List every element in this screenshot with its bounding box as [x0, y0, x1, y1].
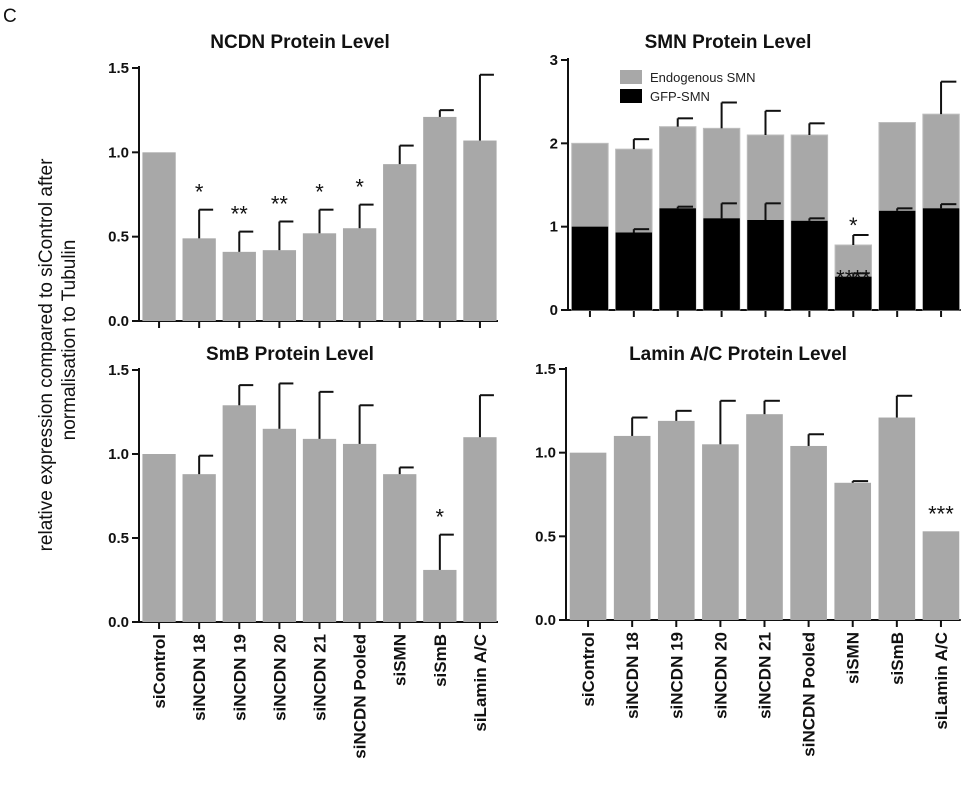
x-tick-label: siNCDN 19: [667, 632, 686, 719]
bar: [182, 474, 216, 622]
x-tick-label: siSMN: [391, 634, 410, 686]
significance-marker: *: [315, 180, 324, 205]
legend-label-gfp: GFP-SMN: [650, 89, 710, 104]
bar: [423, 569, 457, 622]
y-tick-label: 1.5: [108, 60, 129, 77]
y-tick-label: 1.0: [108, 446, 129, 463]
significance-marker: *: [195, 180, 204, 205]
significance-marker: ****: [836, 265, 871, 290]
significance-marker: **: [271, 191, 289, 216]
y-tick-label: 0.0: [108, 614, 129, 631]
y-tick-label: 0.0: [108, 313, 129, 330]
bar: [383, 164, 417, 321]
y-tick-label: 1.0: [108, 144, 129, 161]
y-tick-label: 0.5: [108, 530, 129, 547]
y-tick-label: 0.0: [535, 612, 556, 629]
bar-gfp: [791, 220, 828, 310]
bar-gfp: [922, 208, 960, 310]
bar: [142, 454, 176, 622]
y-tick-label: 0.5: [535, 528, 556, 545]
y-tick-label: 3: [550, 52, 558, 69]
bar: [142, 152, 176, 321]
bar: [383, 474, 417, 622]
bar: [834, 482, 872, 620]
legend-swatch-endogenous: [620, 70, 642, 84]
bar: [746, 414, 783, 620]
x-tick-label: siNCDN Pooled: [800, 632, 819, 757]
x-tick-label: siNCDN 20: [711, 632, 730, 719]
y-tick-label: 1.0: [535, 445, 556, 462]
significance-marker: *: [436, 505, 445, 530]
x-tick-label: siNCDN 21: [756, 632, 775, 719]
bar-gfp: [703, 218, 740, 310]
bar-gfp: [659, 208, 696, 310]
bar-gfp: [878, 210, 916, 310]
significance-marker: **: [231, 202, 249, 227]
bar: [790, 445, 827, 620]
chart-title: NCDN Protein Level: [210, 32, 389, 53]
bar: [463, 140, 497, 321]
bar: [423, 116, 457, 321]
x-tick-label: siNCDN 18: [190, 634, 209, 721]
bar: [342, 228, 377, 321]
bar: [613, 435, 651, 620]
x-tick-label: siControl: [579, 632, 598, 707]
legend-swatch-gfp: [620, 89, 642, 103]
y-tick-label: 1.5: [535, 361, 556, 378]
x-tick-label: siSmB: [431, 634, 450, 687]
bar: [878, 417, 916, 620]
x-tick-label: siNCDN 21: [311, 634, 330, 721]
bar: [182, 238, 216, 321]
y-tick-label: 1: [550, 219, 558, 236]
bar: [262, 428, 297, 622]
bar: [702, 444, 739, 620]
y-tick-label: 0.5: [108, 229, 129, 246]
x-tick-label: siSmB: [888, 632, 907, 685]
lamin-chart: Lamin A/C Protein Level 0.0 0.5 1.0 1.5 *** si…: [535, 344, 961, 757]
shared-y-axis-label-line1: relative expression compared to siContro…: [36, 158, 57, 552]
bar-gfp: [747, 220, 784, 310]
x-tick-label: siNCDN Pooled: [351, 634, 370, 759]
chart-title: SMN Protein Level: [645, 32, 812, 53]
x-tick-label: siSMN: [844, 632, 863, 684]
shared-y-axis-label-line2: normalisation to Tubulin: [59, 240, 80, 441]
x-tick-label: siControl: [150, 634, 169, 709]
x-tick-label: siNCDN 20: [270, 634, 289, 721]
legend-label-endogenous: Endogenous SMN: [650, 70, 756, 85]
chart-title: SmB Protein Level: [206, 344, 374, 365]
bar: [222, 405, 256, 622]
panel-label: C: [3, 6, 17, 27]
bar: [262, 250, 297, 321]
significance-marker: *: [849, 213, 858, 238]
chart-title: Lamin A/C Protein Level: [629, 344, 847, 365]
smb-chart: SmB Protein Level 0.0 0.5 1.0 1.5 * siControl s…: [108, 344, 498, 759]
x-tick-label: siLamin A/C: [932, 632, 951, 730]
bar: [569, 452, 607, 620]
significance-marker: *: [355, 175, 364, 200]
y-tick-label: 1.5: [108, 362, 129, 379]
x-tick-label: siNCDN 18: [623, 632, 642, 719]
bar: [463, 437, 497, 622]
bar: [302, 233, 337, 321]
bar: [222, 251, 256, 321]
x-tick-label: siLamin A/C: [471, 634, 490, 732]
bar: [342, 443, 377, 622]
x-tick-label: siNCDN 19: [230, 634, 249, 721]
bar: [922, 531, 960, 620]
bar-gfp: [835, 276, 872, 310]
bar-gfp: [571, 226, 609, 310]
y-tick-label: 2: [550, 135, 558, 152]
bar: [657, 420, 695, 620]
y-tick-label: 0: [550, 302, 558, 319]
bar: [302, 438, 337, 622]
significance-marker: ***: [928, 501, 954, 526]
bar-gfp: [615, 232, 653, 310]
